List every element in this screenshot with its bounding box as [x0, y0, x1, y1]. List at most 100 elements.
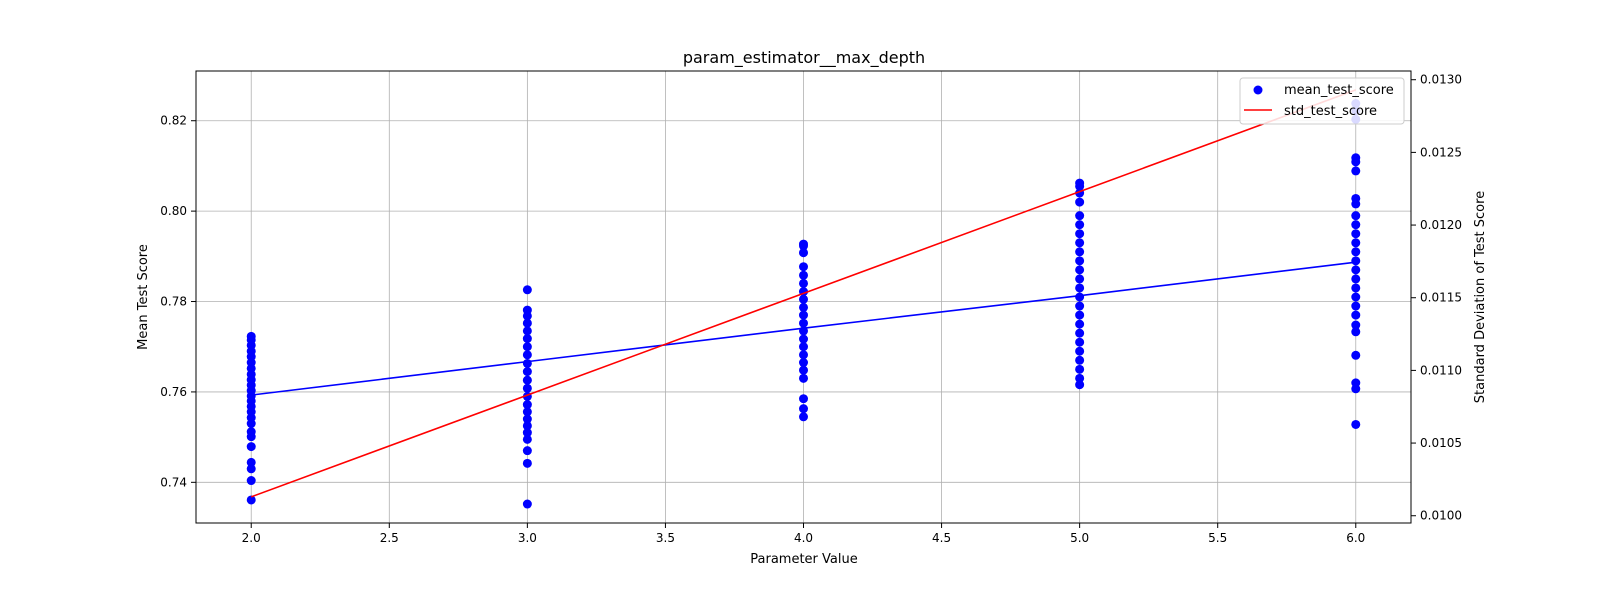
y2-tick-label: 0.0115 [1420, 291, 1462, 305]
mean-test-score-point [1075, 364, 1085, 374]
y-tick-label: 0.82 [160, 114, 187, 128]
mean-test-score-point [1075, 355, 1085, 365]
mean-test-score-point [246, 476, 256, 486]
mean-test-score-point [1351, 301, 1361, 311]
mean-test-score-point [799, 278, 808, 288]
mean-test-score-point [799, 342, 808, 352]
legend-marker-mean-test-score [1253, 85, 1263, 95]
mean-test-score-point [1351, 166, 1361, 176]
mean-test-score-point [522, 342, 532, 352]
y-axis-right: 0.0100 0.0105 0.0110 0.0115 0.0120 0.0125 0.01… [1411, 73, 1462, 523]
mean-test-score-point [522, 428, 532, 438]
y2-tick-label: 0.0100 [1420, 509, 1462, 523]
y-tick-label: 0.74 [160, 475, 187, 489]
mean-test-score-point [1351, 220, 1361, 230]
mean-test-score-point [522, 414, 532, 424]
mean-test-score-point [522, 499, 532, 509]
mean-test-score-point [1075, 292, 1085, 302]
mean-test-score-point [1351, 265, 1361, 275]
mean-test-score-point [1075, 265, 1085, 275]
mean-test-score-point [1075, 178, 1085, 188]
mean-test-score-point [1075, 301, 1085, 311]
mean-test-score-point [1351, 327, 1361, 337]
y2-tick-label: 0.0110 [1420, 363, 1462, 377]
x-tick-label: 4.0 [794, 531, 813, 545]
mean-test-score-trend-line [251, 261, 1356, 396]
mean-test-score-point [1351, 320, 1361, 330]
mean-test-score-point [1075, 211, 1085, 221]
mean-test-score-point [1351, 378, 1361, 388]
mean-test-score-point [246, 495, 256, 505]
mean-test-score-point [1351, 153, 1361, 163]
mean-test-score-point [799, 404, 808, 414]
mean-test-score-point [1075, 229, 1085, 239]
mean-test-score-point [522, 458, 532, 468]
mean-test-score-point [1075, 380, 1085, 390]
mean-test-score-point [1075, 220, 1085, 230]
chart-title: param_estimator__max_depth [683, 48, 925, 68]
mean-test-score-point [1075, 197, 1085, 207]
mean-test-score-point [1075, 328, 1085, 338]
mean-test-score-point [1351, 419, 1361, 429]
mean-test-score-point [1075, 247, 1085, 257]
mean-test-score-point [1351, 283, 1361, 293]
x-tick-label: 4.5 [932, 531, 951, 545]
mean-test-score-point [799, 302, 808, 312]
mean-test-score-point [1075, 283, 1085, 293]
mean-test-score-point [522, 367, 532, 377]
mean-test-score-point [799, 248, 808, 258]
mean-test-score-point [1075, 346, 1085, 356]
mean-test-score-point [799, 318, 808, 328]
mean-test-score-point [246, 442, 256, 452]
mean-test-score-point [1075, 373, 1085, 383]
y-axis-left: 0.74 0.76 0.78 0.80 0.82 [160, 114, 196, 489]
mean-test-score-point [246, 331, 256, 341]
mean-test-score-point [1351, 238, 1361, 248]
mean-test-score-point [522, 434, 532, 444]
mean-test-score-point [799, 394, 808, 404]
mean-test-score-point [522, 305, 532, 315]
y-tick-label: 0.80 [160, 204, 187, 218]
x-tick-label: 5.0 [1070, 531, 1089, 545]
x-tick-label: 6.0 [1346, 531, 1365, 545]
mean-test-score-point [799, 262, 808, 272]
mean-test-score-point [1351, 193, 1361, 203]
x-tick-label: 5.5 [1208, 531, 1227, 545]
y-tick-label: 0.78 [160, 295, 187, 309]
mean-test-score-point [1351, 310, 1361, 320]
x-tick-label: 2.5 [380, 531, 399, 545]
mean-test-score-point [1075, 319, 1085, 329]
mean-test-score-point [799, 294, 808, 304]
y-axis-label: Mean Test Score [136, 244, 151, 350]
x-tick-label: 2.0 [242, 531, 261, 545]
mean-test-score-point [522, 383, 532, 393]
mean-test-score-point [246, 464, 256, 474]
std-test-score-line [250, 89, 1357, 498]
mean-test-score-point [1351, 350, 1361, 360]
mean-test-score-point [1351, 292, 1361, 302]
mean-test-score-point [1075, 337, 1085, 347]
mean-test-score-point [246, 457, 256, 467]
y2-axis-label: Standard Deviation of Test Score [1473, 191, 1488, 403]
mean-test-score-point [799, 365, 808, 375]
grid-lines [196, 71, 1411, 523]
mean-test-score-point [1351, 247, 1361, 257]
legend-label-std-test-score: std_test_score [1284, 104, 1377, 119]
mean-test-score-point [1351, 229, 1361, 239]
legend-box [1239, 77, 1405, 125]
mean-test-score-point [522, 375, 532, 385]
mean-test-score-point [799, 373, 808, 383]
mean-test-score-point [522, 326, 532, 336]
mean-test-score-point [522, 421, 532, 431]
mean-test-score-point [799, 239, 808, 249]
mean-test-score-point [522, 400, 532, 410]
mean-test-score-point [1351, 274, 1361, 284]
mean-test-score-point [522, 318, 532, 328]
mean-test-score-point [799, 350, 808, 360]
mean-test-score-point [1351, 211, 1361, 221]
x-axis-label: Parameter Value [750, 552, 857, 567]
y-tick-label: 0.76 [160, 385, 187, 399]
mean-test-score-point [799, 270, 808, 280]
mean-test-score-point [1075, 310, 1085, 320]
